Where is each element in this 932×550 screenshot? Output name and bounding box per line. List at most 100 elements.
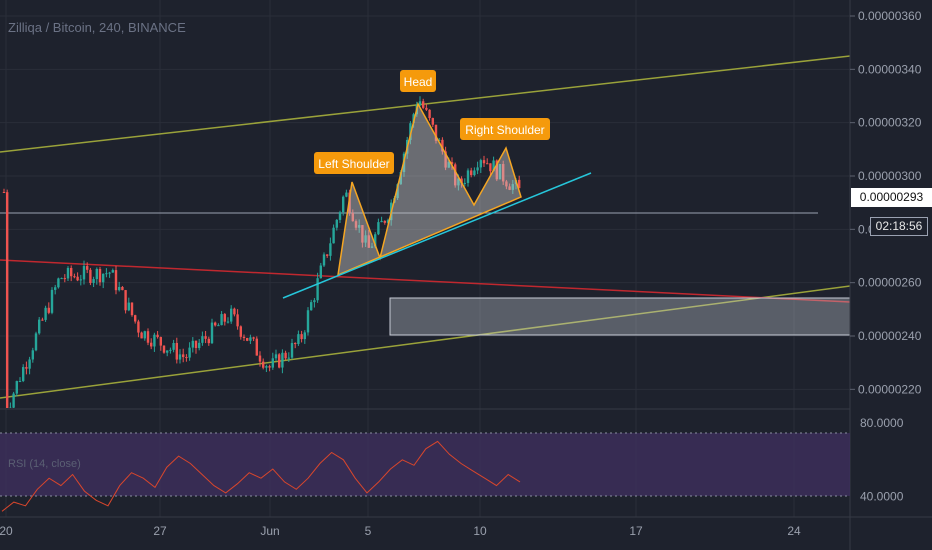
candle-body xyxy=(162,345,166,353)
candle-body xyxy=(25,367,28,369)
candle-body xyxy=(159,337,162,346)
grid-lines xyxy=(0,0,850,517)
label-left-shoulder: Left Shoulder xyxy=(314,152,394,174)
channel-upper-line[interactable] xyxy=(0,55,850,153)
head-shoulders-pattern[interactable] xyxy=(337,101,522,277)
candle-body xyxy=(28,359,31,369)
candle-body xyxy=(140,332,143,339)
candle-body xyxy=(473,170,476,176)
candle-body xyxy=(60,278,63,280)
candle-body xyxy=(380,220,383,223)
candle-body xyxy=(137,321,140,333)
time-axis[interactable]: 20 27 Jun 5 10 17 24 xyxy=(0,524,801,538)
candle-body xyxy=(38,319,41,334)
candle-body xyxy=(358,225,361,228)
candle-body xyxy=(223,314,226,322)
candle-body xyxy=(386,220,390,223)
candle-body xyxy=(431,118,434,125)
neckline[interactable] xyxy=(282,172,592,299)
candle-body xyxy=(6,192,9,408)
candle-body xyxy=(463,182,466,184)
candle-body xyxy=(2,192,6,193)
candle-body xyxy=(281,352,284,368)
candle-body xyxy=(306,310,310,333)
candle-body xyxy=(294,343,297,345)
rsi-axis[interactable]: 80.0000 40.0000 xyxy=(860,416,904,504)
candle-body xyxy=(460,178,463,184)
candle-body xyxy=(246,337,249,341)
candle-body xyxy=(86,266,89,270)
candle-body xyxy=(508,186,511,190)
rsi-line[interactable] xyxy=(1,440,521,512)
candle-body xyxy=(418,101,422,106)
candle-body xyxy=(329,243,332,256)
rsi-label: RSI (14, close) xyxy=(8,458,81,470)
candle-body xyxy=(262,361,265,368)
candle-body xyxy=(230,308,233,322)
candle-body xyxy=(102,273,105,283)
candle-body xyxy=(150,342,153,347)
candle-body xyxy=(518,179,521,189)
candle-body xyxy=(351,213,354,222)
candle-body xyxy=(310,302,313,311)
candle-body xyxy=(502,164,505,182)
candle-body xyxy=(303,332,306,340)
candle-body xyxy=(342,196,345,213)
candle-body xyxy=(274,354,278,359)
candle-body xyxy=(50,289,54,313)
time-tick-label: 5 xyxy=(365,524,372,538)
candle-body xyxy=(210,322,214,344)
candle-body xyxy=(15,381,18,394)
candle-body xyxy=(130,302,134,316)
candle-body xyxy=(12,393,15,408)
candle-body xyxy=(111,270,114,273)
rsi-band xyxy=(0,433,850,496)
rsi-tick-label: 40.0000 xyxy=(860,490,904,504)
channel-lower-line[interactable] xyxy=(0,285,850,399)
candle-body xyxy=(284,352,287,359)
candle-body xyxy=(47,307,50,313)
candle-body xyxy=(198,342,201,349)
svg-text:Left Shoulder: Left Shoulder xyxy=(318,157,389,171)
candle-body xyxy=(54,287,57,290)
candle-body xyxy=(322,254,326,266)
rsi-tick-label: 80.0000 xyxy=(860,416,904,430)
candle-body xyxy=(354,221,358,228)
candle-body xyxy=(383,220,386,223)
candle-body xyxy=(495,160,498,180)
candle-body xyxy=(188,347,191,358)
candle-body xyxy=(470,170,473,176)
candle-body xyxy=(76,276,79,281)
candles xyxy=(2,96,521,408)
candle-body xyxy=(454,164,457,186)
price-tick-label: 0.00000240 xyxy=(858,329,922,343)
candle-body xyxy=(434,124,438,141)
candle-body xyxy=(258,355,262,362)
price-tick-label: 0.00000360 xyxy=(858,9,922,23)
candle-body xyxy=(201,336,204,343)
candle-body xyxy=(498,164,502,180)
candle-body xyxy=(73,276,76,278)
candle-body xyxy=(482,160,486,164)
candle-body xyxy=(233,308,236,315)
candle-body xyxy=(70,267,73,277)
candle-body xyxy=(290,343,294,358)
candle-body xyxy=(82,266,86,280)
svg-text:Right Shoulder: Right Shoulder xyxy=(465,123,544,137)
candle-body xyxy=(486,163,489,165)
support-zone[interactable] xyxy=(389,297,850,336)
time-tick-label: 10 xyxy=(473,524,487,538)
candle-body xyxy=(444,151,447,168)
candle-body xyxy=(98,268,102,283)
candle-body xyxy=(505,181,508,187)
candle-body xyxy=(191,340,194,348)
label-right-shoulder: Right Shoulder xyxy=(460,118,550,140)
candle-body xyxy=(226,321,230,323)
candle-body xyxy=(441,139,444,152)
candle-body xyxy=(278,354,281,368)
candle-body xyxy=(479,160,482,168)
resistance-line[interactable] xyxy=(0,259,850,303)
candle-body xyxy=(300,334,303,340)
candle-body xyxy=(63,278,66,280)
